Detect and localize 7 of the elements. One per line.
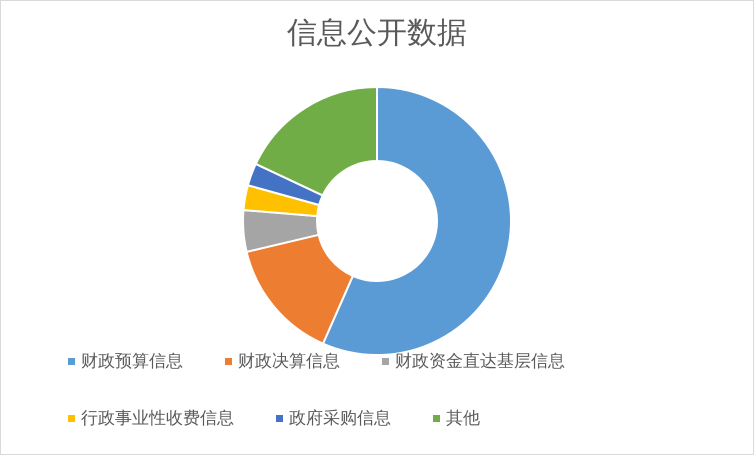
legend-label: 财政决算信息 <box>238 352 340 372</box>
legend-label: 政府采购信息 <box>289 408 391 428</box>
chart-title: 信息公开数据 <box>287 16 467 50</box>
legend-label: 其他 <box>446 408 480 428</box>
legend-label: 财政资金直达基层信息 <box>395 352 565 372</box>
legend-label: 行政事业性收费信息 <box>81 408 234 428</box>
legend-label: 财政预算信息 <box>81 352 183 372</box>
